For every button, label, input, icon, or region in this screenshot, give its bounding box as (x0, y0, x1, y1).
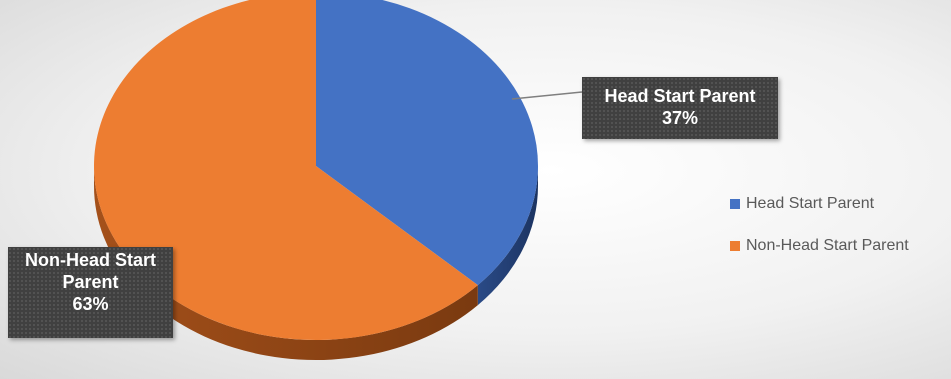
pie-slice-non-head-start-parent (94, 0, 478, 340)
legend-item-head-start: Head Start Parent (730, 193, 909, 214)
legend-item-non-head-start: Non-Head Start Parent (730, 235, 909, 256)
data-label-head-start-line-2: 37% (661, 108, 699, 128)
data-label-non-head-start-line-1: Non-Head Start (24, 250, 156, 270)
data-label-non-head-start-line-3: 63% (72, 294, 109, 314)
data-label-head-start: Head Start Parent 37% (582, 77, 778, 139)
data-label-head-start-line-1: Head Start Parent (604, 86, 756, 106)
data-label-non-head-start-line-2: Parent (62, 272, 119, 292)
leader-line-head-start (511, 91, 583, 100)
legend: Head Start Parent Non-Head Start Parent (730, 193, 909, 277)
pie-slice-head-start-parent (316, 0, 538, 286)
legend-swatch-non-head-start (730, 240, 740, 251)
legend-swatch-head-start (730, 198, 740, 209)
legend-label-non-head-start: Non-Head Start Parent (746, 236, 909, 254)
legend-label-head-start: Head Start Parent (746, 194, 875, 212)
data-label-non-head-start: Non-Head Start Parent 63% (8, 247, 173, 338)
pie-slice-side-non-head-start-parent (93, 166, 478, 361)
pie-slice-side-head-start-parent (477, 166, 538, 306)
